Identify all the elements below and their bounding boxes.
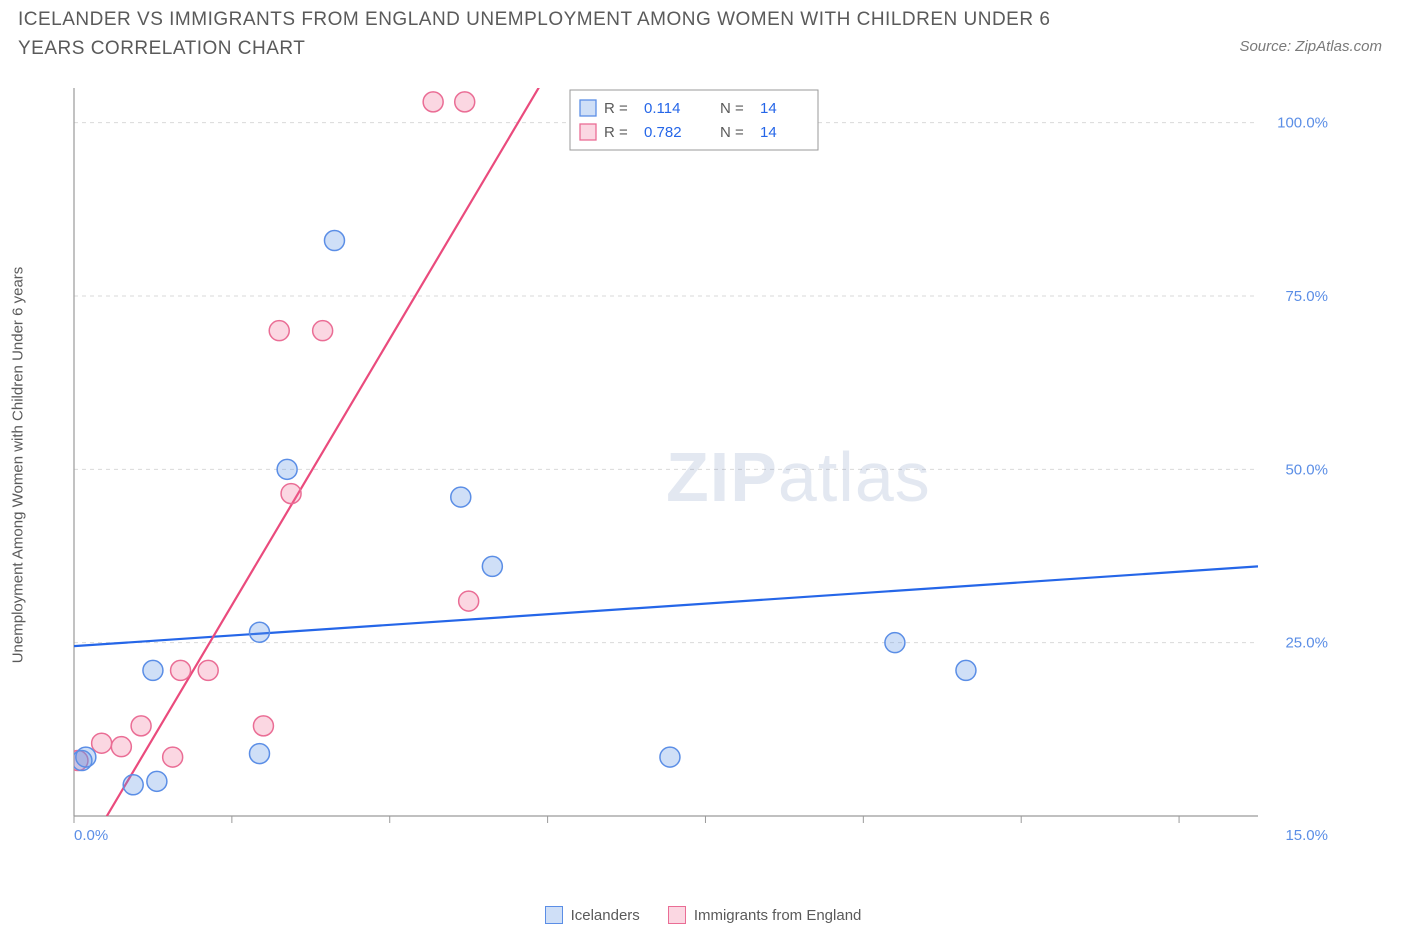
legend-item-immigrants: Immigrants from England (668, 906, 862, 924)
svg-text:100.0%: 100.0% (1277, 115, 1328, 132)
legend-swatch-icelanders (545, 906, 563, 924)
y-axis-label: Unemployment Among Women with Children U… (10, 267, 27, 664)
legend-swatch-immigrants (668, 906, 686, 924)
svg-text:N =: N = (720, 100, 744, 117)
svg-text:75.0%: 75.0% (1285, 288, 1328, 305)
scatter-plot: 25.0% 50.0% 75.0% 100.0% 0.0% 15.0% R = 0.114 N … (60, 80, 1340, 850)
chart-title: ICELANDER VS IMMIGRANTS FROM ENGLAND UNE… (18, 6, 1118, 63)
source-attribution: Source: ZipAtlas.com (1239, 38, 1382, 55)
legend-label-icelanders: Icelanders (571, 907, 640, 924)
chart-svg: 25.0% 50.0% 75.0% 100.0% 0.0% 15.0% R = 0.114 N … (60, 80, 1340, 850)
svg-text:25.0%: 25.0% (1285, 635, 1328, 652)
svg-text:0.782: 0.782 (644, 124, 682, 141)
svg-text:R =: R = (604, 124, 628, 141)
svg-text:N =: N = (720, 124, 744, 141)
svg-text:0.0%: 0.0% (74, 827, 108, 844)
svg-text:14: 14 (760, 124, 777, 141)
svg-text:0.114: 0.114 (644, 100, 680, 117)
svg-text:15.0%: 15.0% (1285, 827, 1328, 844)
svg-text:14: 14 (760, 100, 777, 117)
svg-text:R =: R = (604, 100, 628, 117)
legend: Icelanders Immigrants from England (0, 906, 1406, 924)
legend-label-immigrants: Immigrants from England (694, 907, 862, 924)
svg-text:50.0%: 50.0% (1285, 461, 1328, 478)
legend-item-icelanders: Icelanders (545, 906, 640, 924)
